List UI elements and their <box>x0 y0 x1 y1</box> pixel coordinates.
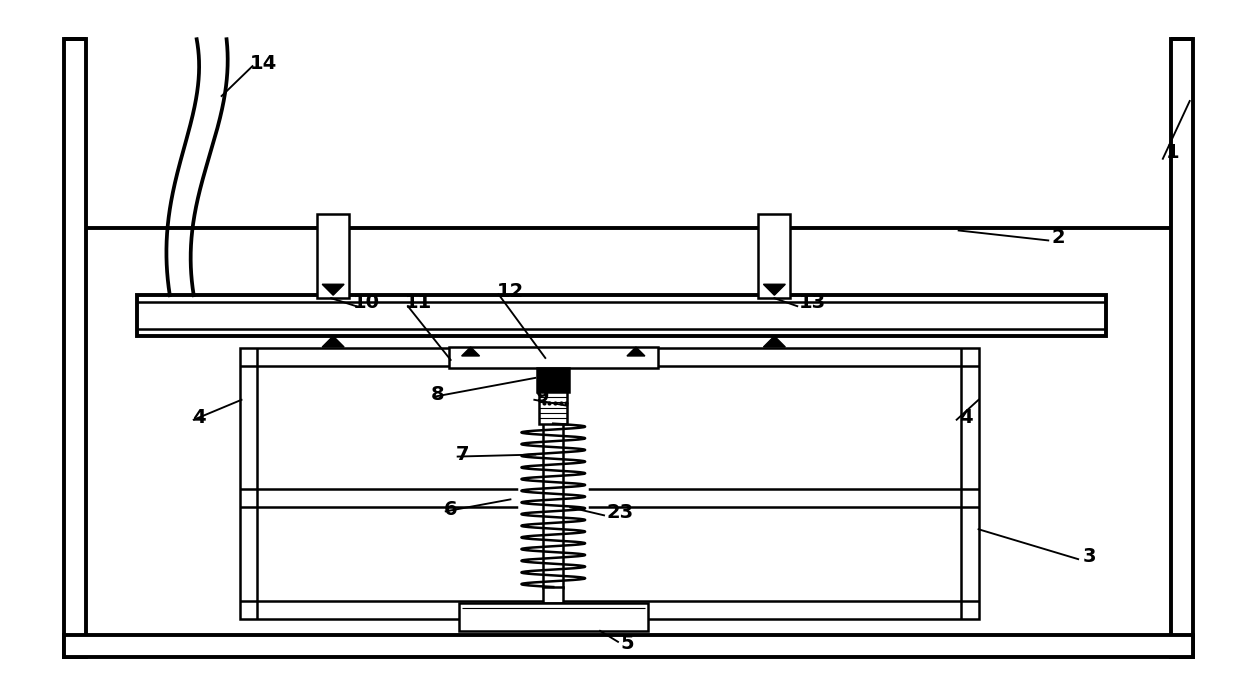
Bar <box>239 348 979 619</box>
Text: 11: 11 <box>405 293 432 312</box>
Text: 6: 6 <box>444 500 457 519</box>
Text: 4: 4 <box>192 409 206 427</box>
Bar <box>519 424 587 587</box>
Polygon shape <box>322 284 344 295</box>
Polygon shape <box>763 284 786 295</box>
Bar <box>544 368 564 589</box>
Bar <box>64 39 87 657</box>
Polygon shape <box>462 347 479 356</box>
Text: 8: 8 <box>431 386 445 404</box>
Bar <box>138 295 1106 336</box>
Bar <box>317 214 349 298</box>
Text: 13: 13 <box>799 293 826 312</box>
Text: 10: 10 <box>353 293 380 312</box>
Text: 9: 9 <box>536 387 550 406</box>
Text: 4: 4 <box>959 409 973 427</box>
Bar <box>449 347 658 368</box>
Polygon shape <box>322 336 344 347</box>
Bar <box>758 214 790 298</box>
Text: 1: 1 <box>1166 143 1180 162</box>
Text: 14: 14 <box>249 54 276 72</box>
Text: 3: 3 <box>1083 546 1097 566</box>
Bar <box>1171 39 1193 657</box>
Text: 23: 23 <box>606 503 633 522</box>
Polygon shape <box>627 347 644 356</box>
Polygon shape <box>763 336 786 347</box>
Text: 2: 2 <box>1051 228 1064 247</box>
Bar <box>458 603 648 631</box>
Bar <box>544 587 564 603</box>
Text: 7: 7 <box>456 445 470 464</box>
Text: 5: 5 <box>620 634 633 654</box>
Text: 12: 12 <box>497 282 524 301</box>
Bar <box>538 368 569 392</box>
Bar <box>64 635 1193 657</box>
Bar <box>539 392 567 424</box>
